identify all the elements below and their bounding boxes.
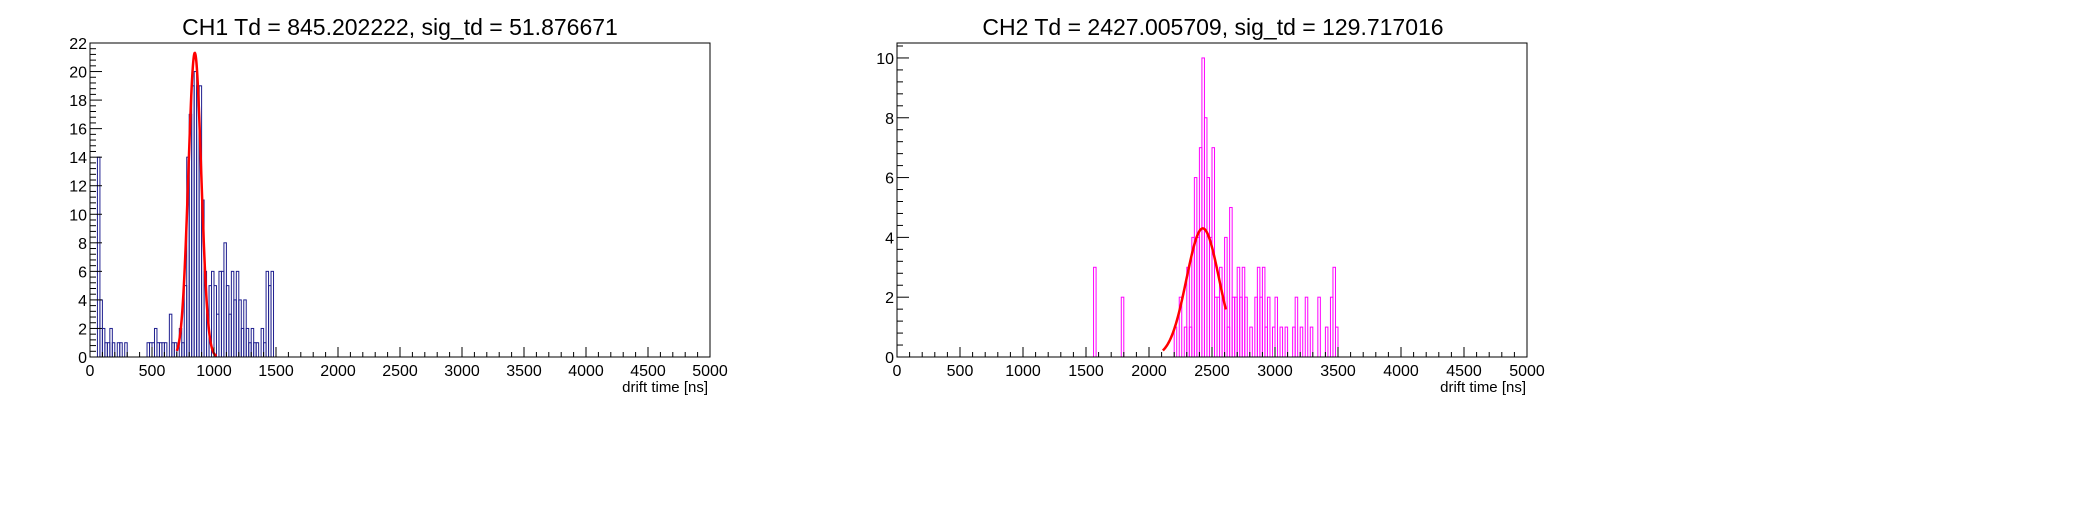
y-tick-label: 10 xyxy=(876,51,894,68)
x-tick-label: 4000 xyxy=(1383,363,1419,380)
histogram-bin xyxy=(270,270,275,358)
histogram-bin xyxy=(1120,296,1125,358)
x-tick-label: 4500 xyxy=(630,363,666,380)
ch1-chart-title: CH1 Td = 845.202222, sig_td = 51.876671 xyxy=(182,14,618,40)
ch2-gaussian-fit-curve xyxy=(1161,227,1228,352)
y-tick-label: 14 xyxy=(69,150,87,167)
y-tick-label: 18 xyxy=(69,93,87,110)
x-tick-label: 5000 xyxy=(1509,363,1545,380)
x-tick-label: 2000 xyxy=(320,363,356,380)
x-tick-label: 1500 xyxy=(1068,363,1104,380)
y-tick-label: 4 xyxy=(78,293,87,310)
x-tick-label: 2500 xyxy=(1194,363,1230,380)
y-tick-label: 8 xyxy=(885,111,894,128)
y-tick-label: 6 xyxy=(78,264,87,281)
x-tick-label: 1000 xyxy=(1005,363,1041,380)
x-tick-label: 3500 xyxy=(506,363,542,380)
x-tick-label: 2000 xyxy=(1131,363,1167,380)
ch1-gaussian-fit-curve xyxy=(175,51,218,358)
y-tick-label: 16 xyxy=(69,122,87,139)
histogram-bin xyxy=(1317,296,1321,358)
histogram-bin xyxy=(1279,326,1284,358)
y-tick-label: 8 xyxy=(78,236,87,253)
x-tick-label: 1500 xyxy=(258,363,294,380)
y-tick-label: 12 xyxy=(69,179,87,196)
y-tick-label: 10 xyxy=(69,207,87,224)
y-tick-label: 2 xyxy=(885,290,894,307)
ch2-axes: 0 500 1000 1500 2000 2500 3000 3500 4000 4500 5000… xyxy=(876,42,1545,380)
histogram-bin xyxy=(1304,296,1309,358)
y-tick-label: 2 xyxy=(78,321,87,338)
ch1-x-axis-label: drift time [ns] xyxy=(622,379,708,396)
x-tick-label: 3000 xyxy=(1257,363,1293,380)
ch1-axes: 0 500 1000 1500 2000 2500 3000 3500 4000 4500 5000… xyxy=(69,36,728,380)
histogram-bin xyxy=(1244,296,1248,358)
histogram-bin xyxy=(255,342,260,358)
y-tick-label: 0 xyxy=(885,350,894,367)
x-tick-label: 500 xyxy=(139,363,166,380)
y-tick-label: 20 xyxy=(69,65,87,82)
histogram-bin xyxy=(1266,296,1271,358)
ch2-histogram-panel: CH2 Td = 2427.005709, sig_td = 129.71701… xyxy=(876,14,1545,396)
y-tick-label: 4 xyxy=(885,230,894,247)
x-tick-label: 2500 xyxy=(382,363,418,380)
y-tick-label: 6 xyxy=(885,171,894,188)
ch1-histogram-panel: CH1 Td = 845.202222, sig_td = 51.876671 … xyxy=(69,14,728,396)
x-tick-label: 4000 xyxy=(568,363,604,380)
histogram-bin xyxy=(119,342,123,358)
x-tick-label: 3500 xyxy=(1320,363,1356,380)
ch2-chart-title: CH2 Td = 2427.005709, sig_td = 129.71701… xyxy=(982,14,1443,40)
x-tick-label: 3000 xyxy=(444,363,480,380)
ch2-histogram-bars xyxy=(1093,57,1339,358)
x-tick-label: 500 xyxy=(947,363,974,380)
histogram-bin xyxy=(1093,266,1097,358)
x-tick-label: 0 xyxy=(86,363,95,380)
y-tick-label: 22 xyxy=(69,36,87,53)
ch1-histogram-bars xyxy=(96,71,275,358)
x-tick-label: 4500 xyxy=(1446,363,1482,380)
x-tick-label: 5000 xyxy=(692,363,728,380)
histogram-bin xyxy=(1294,296,1299,358)
y-tick-label: 0 xyxy=(78,350,87,367)
x-tick-label: 0 xyxy=(893,363,902,380)
x-tick-label: 1000 xyxy=(196,363,232,380)
ch2-x-axis-label: drift time [ns] xyxy=(1440,379,1526,396)
